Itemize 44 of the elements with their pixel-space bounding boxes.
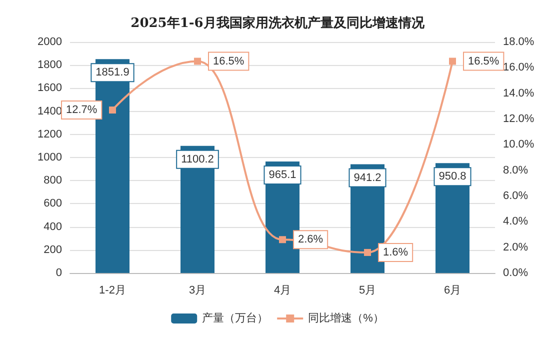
- data-label: 12.7%: [66, 104, 98, 116]
- data-label: 965.1: [268, 169, 296, 182]
- legend-label: 产量（万台）: [202, 312, 268, 324]
- x-tick-label: 3月: [188, 284, 206, 296]
- x-tick-label: 1-2月: [99, 284, 126, 296]
- point: [279, 236, 286, 244]
- y-tick-label: 600: [44, 198, 62, 210]
- y-tick-label: 1400: [38, 105, 62, 118]
- y-tick-label: 1800: [38, 59, 62, 72]
- x-tick-label: 6月: [444, 284, 462, 296]
- y2-tick-label: 18.0%: [503, 36, 534, 48]
- y-tick-label: 1000: [38, 152, 62, 164]
- y2-tick-label: 2.0%: [503, 241, 528, 254]
- y-tick-label: 1200: [38, 128, 62, 140]
- point: [109, 106, 116, 114]
- data-label: 1.6%: [383, 246, 408, 258]
- legend-label: 同比增速（%）: [308, 312, 384, 324]
- data-label: 16.5%: [213, 55, 244, 68]
- data-label: 1851.9: [96, 66, 130, 79]
- y2-tick-label: 14.0%: [503, 87, 534, 100]
- y2-tick-label: 16.0%: [503, 62, 534, 74]
- y2-tick-label: 0.0%: [503, 267, 528, 279]
- data-label: 16.5%: [468, 55, 500, 68]
- point: [194, 58, 201, 65]
- y-tick-label: 400: [44, 220, 62, 233]
- y2-tick-label: 4.0%: [503, 216, 528, 228]
- y-tick-label: 800: [44, 174, 62, 187]
- y-tick-label: 200: [44, 244, 62, 256]
- y-tick-label: 1600: [38, 82, 62, 94]
- y-tick-label: 0: [56, 267, 62, 279]
- point: [364, 248, 371, 256]
- data-label: 1100.2: [181, 153, 214, 166]
- point: [449, 58, 456, 65]
- y2-tick-label: 8.0%: [503, 164, 528, 176]
- chart-title: 2025年1-6月我国家用洗衣机产量及同比增速情况: [130, 15, 426, 31]
- y2-tick-label: 10.0%: [503, 138, 534, 151]
- data-label: 950.8: [438, 170, 466, 183]
- y2-tick-label: 12.0%: [503, 113, 534, 125]
- y-tick-label: 2000: [38, 36, 62, 48]
- y2-tick-label: 6.0%: [503, 190, 528, 202]
- x-tick-label: 5月: [358, 284, 376, 296]
- data-label: 941.2: [354, 172, 382, 184]
- x-tick-label: 4月: [274, 284, 292, 296]
- data-label: 2.6%: [298, 234, 324, 246]
